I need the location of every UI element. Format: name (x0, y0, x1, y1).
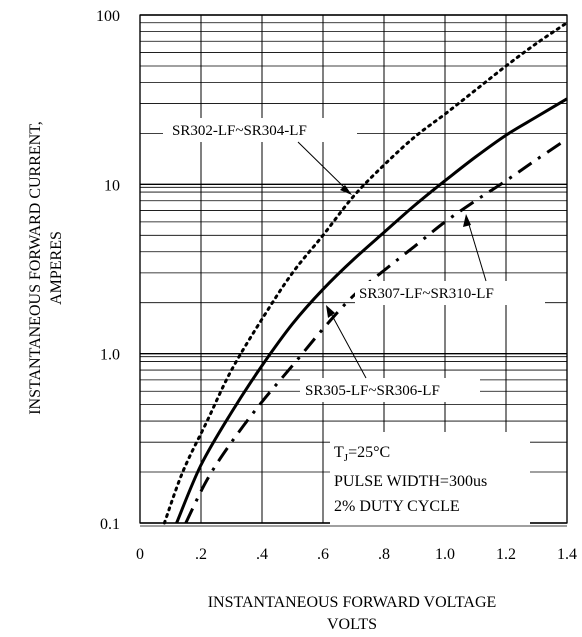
annotation-box-sr307 (355, 281, 545, 305)
annotation-arrowhead-sr302 (340, 185, 352, 195)
annotation-box-sr305 (300, 378, 480, 402)
annotation-arrowhead-sr307 (463, 214, 471, 227)
condition-duty: 2% DUTY CYCLE (334, 498, 460, 515)
condition-tj-sub: J (344, 452, 349, 464)
y-axis-title-line1: INSTANTANEOUS FORWARD CURRENT, (27, 121, 44, 415)
x-axis-title-line2: VOLTS (327, 616, 377, 633)
annotation-box-sr302 (163, 118, 357, 142)
annotation-sr305: SR305-LF~SR306-LF (305, 383, 440, 399)
x-axis-title-line1: INSTANTANEOUS FORWARD VOLTAGE (208, 594, 497, 611)
annotation-sr302: SR302-LF~SR304-LF (172, 123, 307, 139)
annotation-arrow-sr307 (466, 217, 487, 282)
x-tick-label: .2 (195, 546, 207, 563)
annotation-arrow-sr302 (297, 141, 351, 194)
y-tick-label: 100 (96, 8, 120, 25)
annotation-layer: SR302-LF~SR304-LF SR307-LF~SR310-LF SR30… (163, 118, 545, 524)
x-tick-label: .6 (317, 546, 329, 563)
annotation-arrowhead-sr305 (326, 305, 335, 318)
grid (139, 14, 568, 527)
series-line-2 (175, 97, 568, 524)
x-tick-label: .4 (256, 546, 268, 563)
x-tick-label: 1.2 (496, 546, 516, 563)
conditions-box (330, 432, 530, 524)
tick-layer: 0 .2 .4 .6 .8 1.0 1.2 1.4 0.1 1.0 10 100 (96, 8, 577, 563)
x-tick-label: 1.0 (435, 546, 455, 563)
y-tick-label: 0.1 (100, 516, 120, 533)
x-tick-label: .8 (378, 546, 390, 563)
condition-pulse: PULSE WIDTH=300us (334, 473, 487, 490)
y-axis-title-line2: AMPERES (48, 231, 65, 305)
series-layer (162, 21, 569, 525)
x-tick-label: 1.4 (557, 546, 577, 563)
series-line-1 (162, 21, 569, 525)
x-tick-label: 0 (136, 546, 144, 563)
annotation-arrow-sr305 (327, 307, 367, 379)
condition-tj-main: T (334, 444, 344, 461)
annotation-sr307: SR307-LF~SR310-LF (359, 286, 494, 302)
condition-tj-value: =25°C (348, 444, 390, 461)
condition-tj: TJ=25°C (334, 444, 390, 464)
y-tick-label: 10 (104, 177, 120, 194)
y-tick-label: 1.0 (100, 347, 120, 364)
